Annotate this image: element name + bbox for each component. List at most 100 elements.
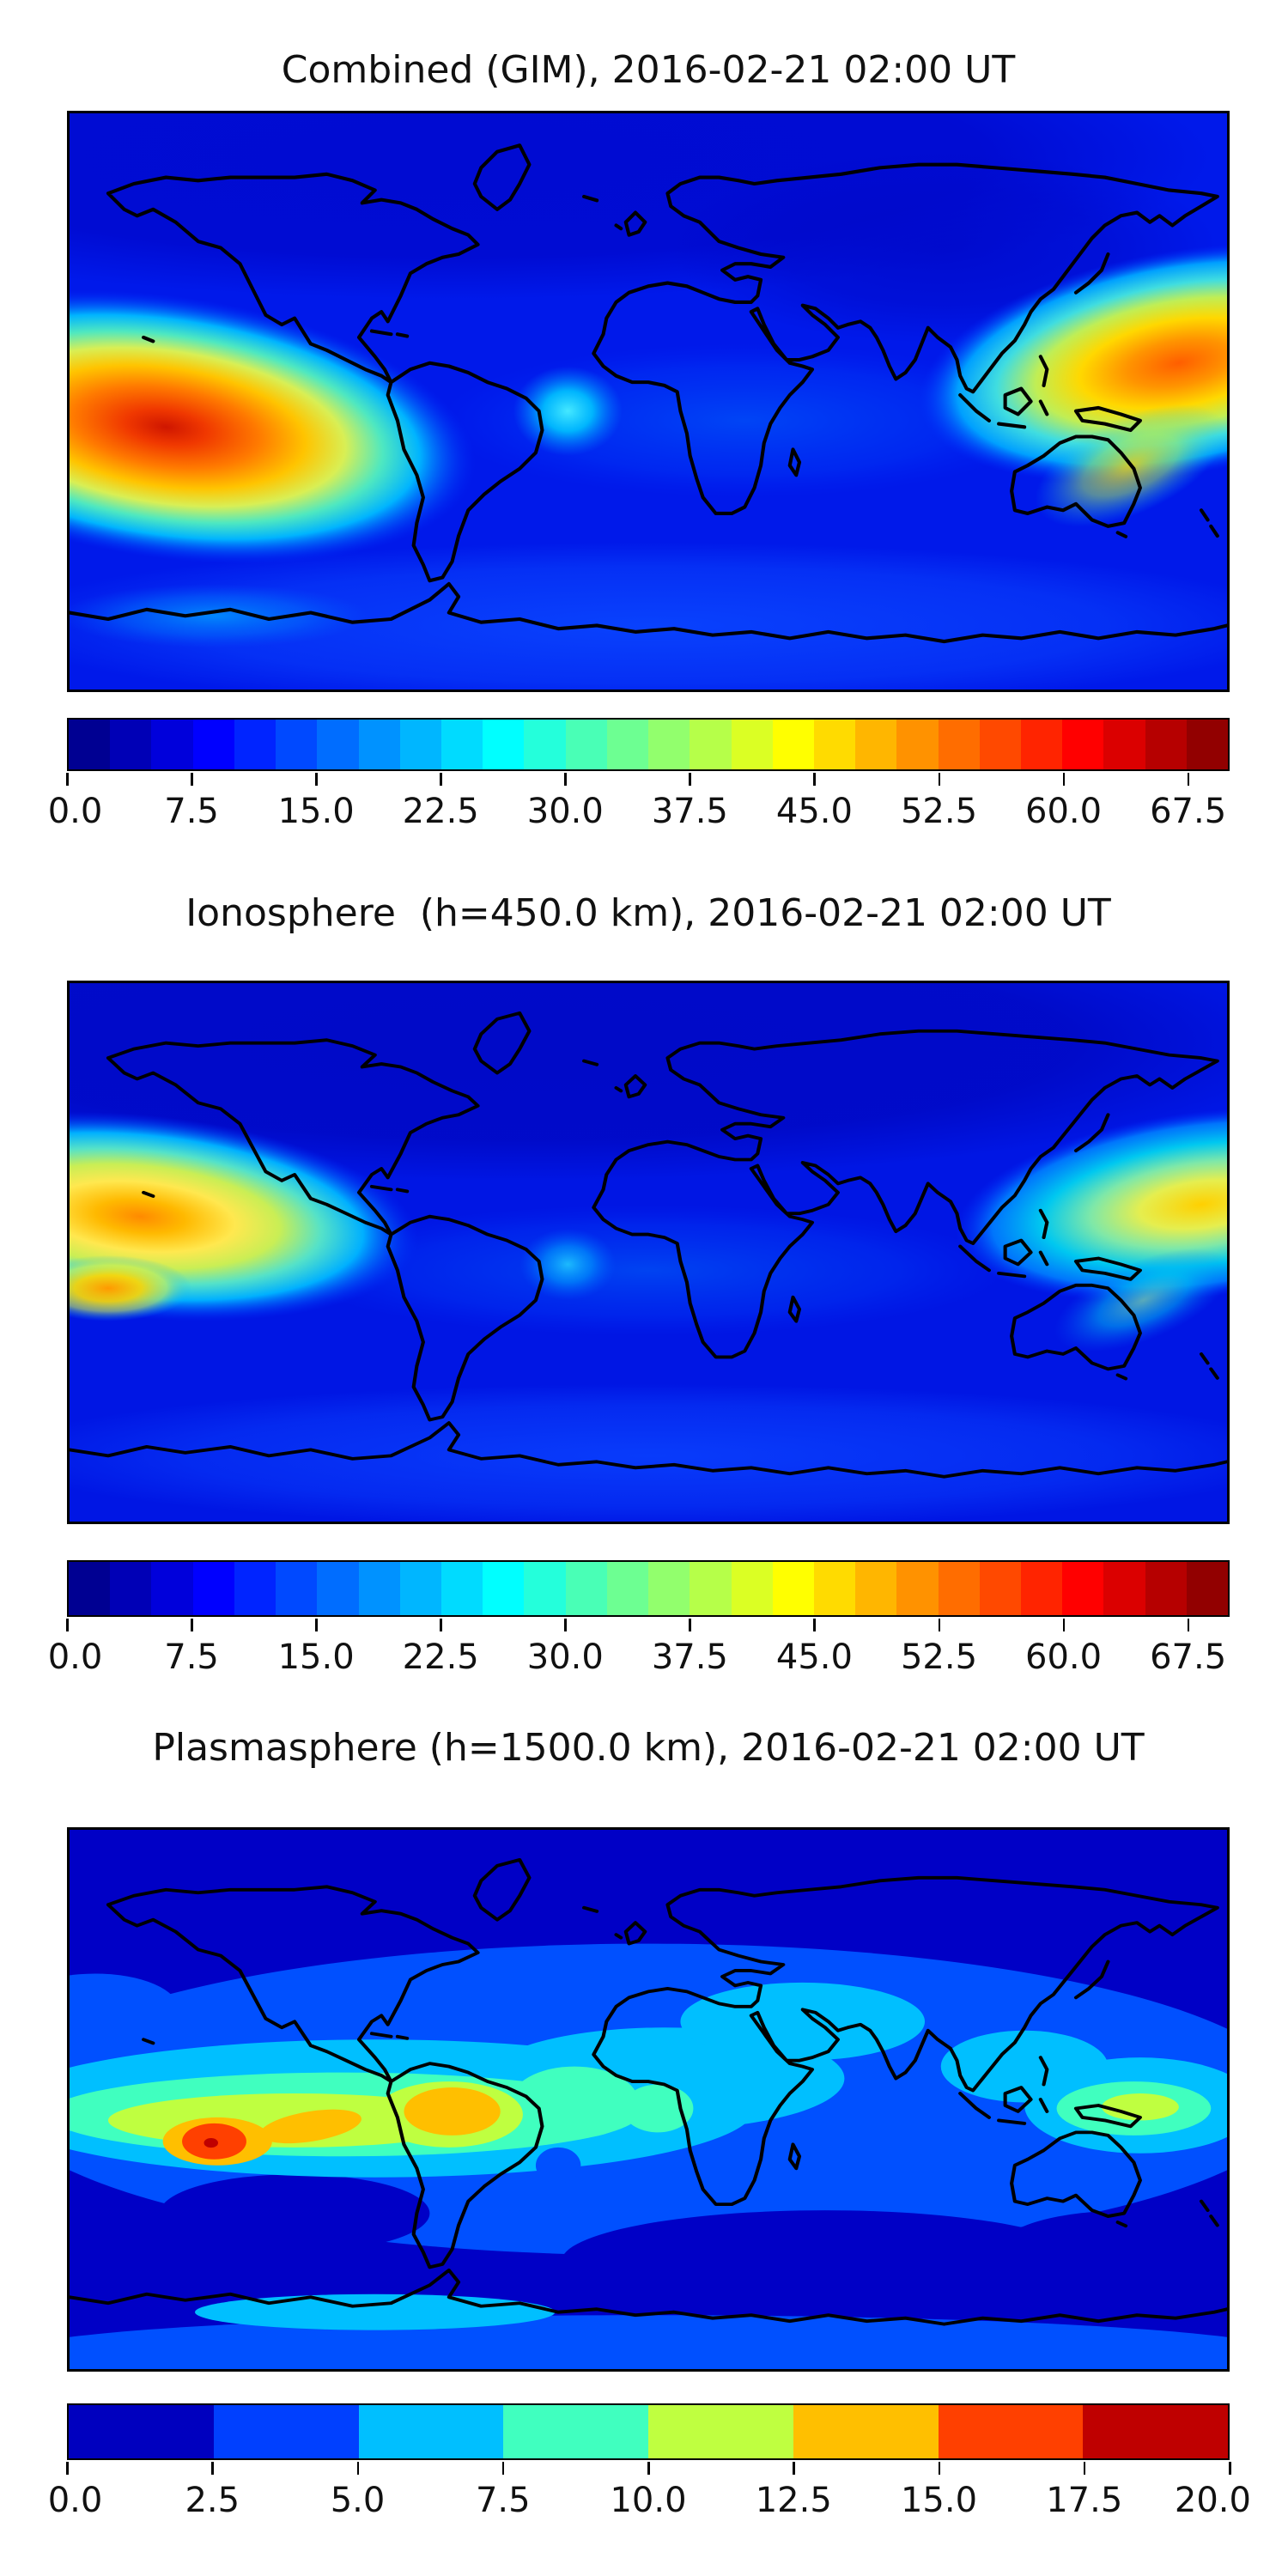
colorbar-tick-label: 5.0	[330, 2481, 386, 2520]
colorbar-tick-mark	[938, 1619, 940, 1631]
tec-contour-patch	[70, 1255, 192, 1321]
colorbar-segment	[1062, 1562, 1104, 1615]
colorbar-tick-mark	[1187, 1619, 1190, 1631]
tec-contour-patch	[70, 583, 369, 648]
colorbar-tick-mark	[689, 773, 691, 786]
tec-contour-patch	[204, 2138, 218, 2148]
colorbar-segment	[483, 720, 525, 769]
panel1-colorbar-labels: 0.0 7.5 15.0 22.5 30.0 37.5 45.0 52.5 60.0 67.5	[48, 792, 1230, 836]
colorbar-tick-mark	[1187, 773, 1190, 786]
colorbar-segment	[813, 1562, 856, 1615]
colorbar-tick-mark	[813, 773, 816, 786]
colorbar-tick-mark	[938, 2462, 940, 2475]
colorbar-segment	[276, 720, 318, 769]
tec-contour-patch	[404, 2087, 501, 2136]
colorbar-segment	[234, 1562, 276, 1615]
panel1-colorbar	[67, 718, 1230, 771]
panel3-title: Plasmasphere (h=1500.0 km), 2016-02-21 0…	[152, 1726, 1145, 1770]
colorbar-tick-mark	[66, 1619, 69, 1631]
colorbar-segment	[524, 1562, 566, 1615]
colorbar-segment	[1145, 1562, 1187, 1615]
coastline-outline	[70, 1857, 1227, 2326]
colorbar-tick-label: 37.5	[651, 792, 728, 831]
colorbar-tick-label: 2.5	[185, 2481, 240, 2520]
tec-contour-patch	[623, 2084, 694, 2133]
tec-contour-patch	[1054, 1248, 1227, 1352]
colorbar-tick-mark	[191, 1619, 193, 1631]
colorbar-tick-label: 7.5	[164, 792, 219, 831]
panel3-colorbar-ticks	[66, 2462, 1231, 2476]
tec-contour-patch	[159, 2174, 430, 2252]
colorbar-tick-label: 67.5	[1150, 792, 1227, 831]
colorbar-segment	[234, 720, 276, 769]
colorbar-tick-label: 0.0	[47, 792, 103, 831]
tec-contour-patch	[70, 1383, 1227, 1522]
tec-contour-patch	[918, 243, 1227, 483]
tec-contour-patch	[535, 2147, 581, 2184]
colorbar-segment	[483, 1562, 525, 1615]
colorbar-tick-mark	[1062, 1619, 1066, 1631]
panel3-colorbar	[67, 2403, 1230, 2460]
colorbar-tick-label: 15.0	[277, 792, 355, 831]
colorbar-tick-label: 37.5	[651, 1637, 728, 1677]
panel2-colorbar-labels: 0.0 7.5 15.0 22.5 30.0 37.5 45.0 52.5 60.0 67.5	[48, 1637, 1230, 1682]
colorbar-segment	[1103, 1562, 1145, 1615]
colorbar-segment	[813, 720, 856, 769]
panel2-map-ionosphere	[67, 981, 1230, 1524]
colorbar-segment	[276, 1562, 318, 1615]
tec-contour-patch	[956, 1107, 1227, 1303]
colorbar-segment	[69, 2405, 214, 2458]
colorbar-segment	[648, 720, 690, 769]
panel1-title: Combined (GIM), 2016-02-21 02:00 UT	[281, 48, 1016, 92]
colorbar-tick-label: 15.0	[900, 2481, 978, 2520]
tec-contour-patch	[70, 542, 1227, 690]
colorbar-tick-mark	[647, 2462, 650, 2475]
tec-contour-patch	[1001, 2210, 1227, 2282]
colorbar-segment	[69, 720, 111, 769]
panel1-colorbar-ticks	[66, 773, 1230, 787]
colorbar-tick-label: 12.5	[755, 2481, 832, 2520]
colorbar-segment	[855, 1562, 897, 1615]
colorbar-tick-label: 22.5	[402, 1637, 479, 1677]
colorbar-tick-mark	[440, 1619, 442, 1631]
colorbar-tick-label: 52.5	[900, 792, 978, 831]
colorbar-tick-mark	[813, 1619, 816, 1631]
colorbar-tick-mark	[315, 773, 318, 786]
colorbar-tick-mark	[564, 773, 567, 786]
colorbar-segment	[565, 1562, 607, 1615]
colorbar-tick-mark	[66, 2462, 69, 2475]
colorbar-segment	[938, 1562, 980, 1615]
colorbar-segment	[938, 720, 980, 769]
colorbar-segment	[213, 2405, 359, 2458]
colorbar-tick-label: 22.5	[402, 792, 479, 831]
tec-contour-patch	[519, 1228, 617, 1301]
tec-contour-patch	[259, 2109, 361, 2144]
panel3-map-plasmasphere	[67, 1827, 1230, 2372]
colorbar-segment	[399, 1562, 441, 1615]
colorbar-tick-label: 7.5	[164, 1637, 219, 1677]
colorbar-tick-label: 0.0	[47, 2481, 103, 2520]
colorbar-segment	[1083, 2405, 1228, 2458]
colorbar-segment	[110, 720, 152, 769]
colorbar-tick-mark	[793, 2462, 795, 2475]
colorbar-segment	[399, 720, 441, 769]
colorbar-segment	[1145, 720, 1187, 769]
tec-contour-patch	[70, 1973, 179, 2046]
tec-contour-patch	[70, 289, 476, 564]
colorbar-segment	[731, 720, 773, 769]
colorbar-tick-label: 0.0	[47, 1637, 103, 1677]
colorbar-segment	[440, 1562, 483, 1615]
colorbar-segment	[151, 720, 193, 769]
world-contour-map	[70, 113, 1227, 690]
tec-contour-patch	[288, 1204, 1009, 1337]
colorbar-segment	[69, 1562, 111, 1615]
colorbar-segment	[793, 2405, 939, 2458]
colorbar-tick-label: 7.5	[475, 2481, 531, 2520]
colorbar-segment	[524, 720, 566, 769]
colorbar-tick-mark	[66, 773, 69, 786]
panel1-map-combined-gim	[67, 111, 1230, 692]
tec-contour-patch	[680, 1982, 926, 2061]
colorbar-segment	[690, 1562, 732, 1615]
coastline-outline	[70, 143, 1227, 644]
world-contour-map	[70, 1830, 1227, 2369]
